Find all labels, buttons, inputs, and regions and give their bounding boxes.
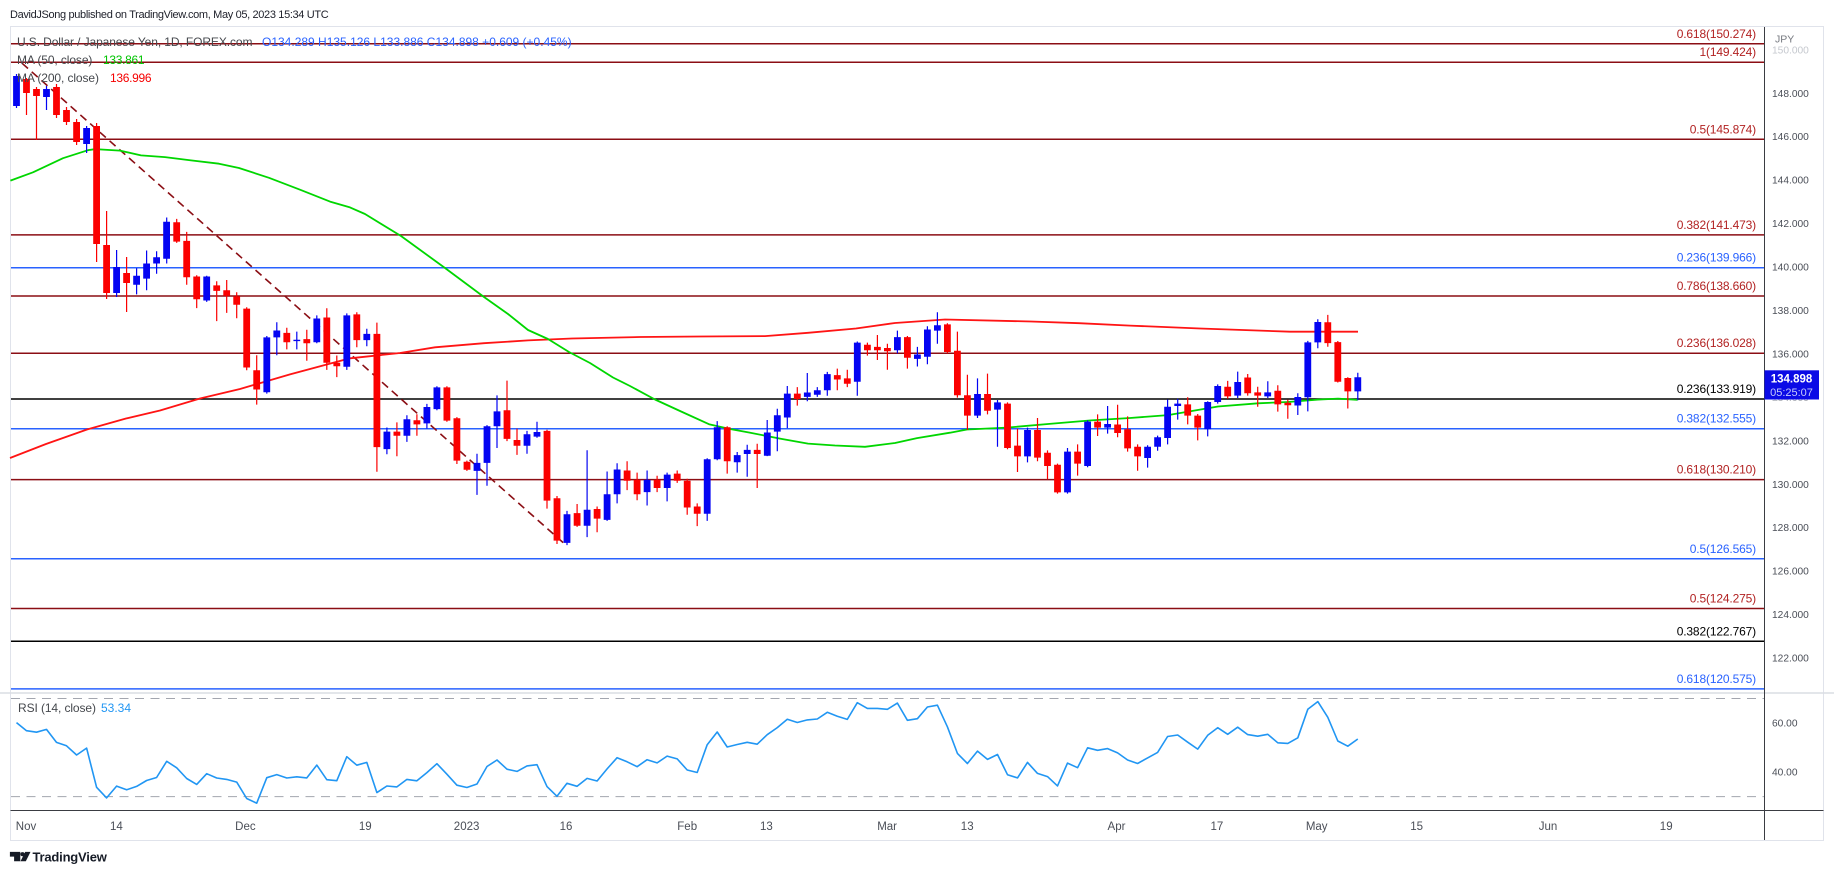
svg-text:0.5(126.565): 0.5(126.565) [1690, 542, 1756, 556]
svg-text:0.618(150.274): 0.618(150.274) [1677, 27, 1756, 41]
svg-text:146.000: 146.000 [1772, 132, 1809, 143]
svg-text:126.000: 126.000 [1772, 567, 1809, 578]
svg-text:0.5(124.275): 0.5(124.275) [1690, 592, 1756, 606]
svg-text:128.000: 128.000 [1772, 523, 1809, 534]
svg-text:MA (200, close): MA (200, close) [17, 71, 99, 85]
svg-text:0.236(136.028): 0.236(136.028) [1677, 336, 1756, 350]
svg-text:TradingView: TradingView [33, 850, 108, 865]
svg-text:0.786(138.660): 0.786(138.660) [1677, 279, 1756, 293]
svg-text:133.861: 133.861 [103, 53, 145, 67]
svg-text:14: 14 [110, 821, 123, 833]
svg-text:132.000: 132.000 [1772, 436, 1809, 447]
svg-text:05:25:07: 05:25:07 [1770, 387, 1813, 399]
svg-text:JPY: JPY [1775, 34, 1794, 46]
svg-text:60.00: 60.00 [1772, 719, 1798, 730]
svg-text:DavidJSong published on Tradin: DavidJSong published on TradingView.com,… [10, 9, 329, 21]
svg-text:Dec: Dec [235, 821, 256, 833]
svg-text:122.000: 122.000 [1772, 654, 1809, 665]
svg-text:May: May [1306, 821, 1328, 833]
svg-text:136.996: 136.996 [110, 71, 152, 85]
svg-text:0.382(122.767): 0.382(122.767) [1677, 624, 1756, 638]
svg-text:16: 16 [560, 821, 573, 833]
svg-text:130.000: 130.000 [1772, 480, 1809, 491]
svg-text:RSI (14, close): RSI (14, close) [18, 701, 96, 715]
svg-text:15: 15 [1410, 821, 1423, 833]
svg-text:2023: 2023 [454, 821, 480, 833]
svg-text:Mar: Mar [877, 821, 897, 833]
svg-text:0.236(139.966): 0.236(139.966) [1677, 251, 1756, 265]
svg-text:53.34: 53.34 [101, 701, 131, 715]
svg-text:148.000: 148.000 [1772, 89, 1809, 100]
svg-text:136.000: 136.000 [1772, 349, 1809, 360]
svg-text:0.382(132.555): 0.382(132.555) [1677, 412, 1756, 426]
svg-text:Apr: Apr [1108, 821, 1126, 833]
svg-text:124.000: 124.000 [1772, 610, 1809, 621]
svg-text:0.618(120.575): 0.618(120.575) [1677, 672, 1756, 686]
svg-text:17: 17 [1211, 821, 1224, 833]
svg-text:1(149.424): 1(149.424) [1699, 45, 1756, 59]
svg-text:U.S. Dollar / Japanese Yen, 1D: U.S. Dollar / Japanese Yen, 1D, FOREX.co… [17, 35, 252, 49]
svg-text:142.000: 142.000 [1772, 219, 1809, 230]
svg-text:140.000: 140.000 [1772, 263, 1809, 274]
svg-text:Nov: Nov [16, 821, 37, 833]
svg-text:150.000: 150.000 [1772, 45, 1809, 56]
svg-text:Feb: Feb [677, 821, 697, 833]
svg-text:13: 13 [961, 821, 974, 833]
svg-text:0.236(133.919): 0.236(133.919) [1677, 382, 1756, 396]
svg-text:Jun: Jun [1539, 821, 1558, 833]
svg-text:144.000: 144.000 [1772, 176, 1809, 187]
svg-text:0.5(145.874): 0.5(145.874) [1690, 122, 1756, 136]
svg-text:O134.289 H135.126 L133.886 C13: O134.289 H135.126 L133.886 C134.898 +0.6… [262, 35, 572, 49]
svg-text:0.382(141.473): 0.382(141.473) [1677, 218, 1756, 232]
svg-text:MA (50, close): MA (50, close) [17, 53, 92, 67]
svg-text:0.618(130.210): 0.618(130.210) [1677, 463, 1756, 477]
svg-text:134.898: 134.898 [1771, 374, 1813, 386]
svg-text:40.00: 40.00 [1772, 768, 1798, 779]
svg-text:13: 13 [760, 821, 773, 833]
svg-text:19: 19 [1660, 821, 1673, 833]
svg-text:138.000: 138.000 [1772, 306, 1809, 317]
svg-text:19: 19 [359, 821, 372, 833]
